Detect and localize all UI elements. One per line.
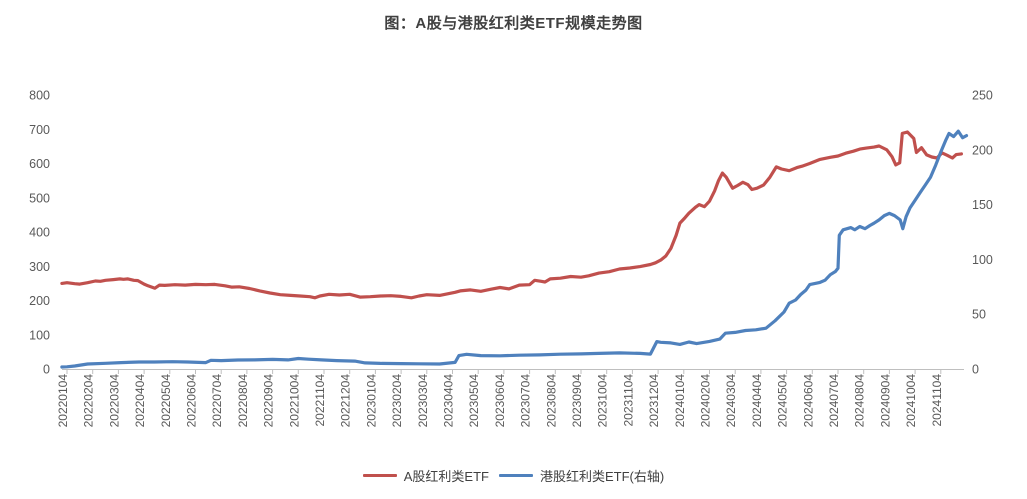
right-axis-tick-label: 250 — [972, 89, 993, 103]
left-axis-tick-label: 200 — [29, 294, 50, 308]
x-axis-tick-label: 20240904 — [878, 374, 892, 428]
right-axis-tick-label: 50 — [972, 308, 986, 322]
x-axis-tick-label: 20240804 — [853, 374, 867, 428]
right-axis-tick-label: 150 — [972, 198, 993, 212]
right-axis-tick-label: 200 — [972, 143, 993, 157]
x-axis-tick-label: 20240104 — [673, 374, 687, 428]
x-axis-tick-label: 20230104 — [364, 374, 378, 428]
x-axis-tick-label: 20240204 — [699, 374, 713, 428]
left-axis-tick-label: 100 — [29, 328, 50, 342]
right-axis-tick-label: 0 — [972, 363, 979, 377]
x-axis-tick-label: 20221104 — [313, 374, 327, 427]
chart-legend: A股红利类ETF 港股红利类ETF(右轴) — [0, 466, 1027, 485]
x-axis-tick-label: 20240404 — [750, 374, 764, 428]
x-axis-tick-label: 20221204 — [339, 374, 353, 428]
right-axis-tick-label: 100 — [972, 253, 993, 267]
blue-line-swatch — [499, 474, 533, 477]
line-chart-plot: 0 100 200 300 400 500 600 700 800 0 50 100 150 200 250… — [29, 89, 993, 428]
x-axis-tick-label: 20241104 — [930, 374, 944, 427]
x-axis-tick-label: 20240504 — [776, 374, 790, 428]
hk-etf-line — [60, 129, 969, 369]
left-axis-tick-label: 400 — [29, 226, 50, 240]
legend-item-a-share: A股红利类ETF — [362, 466, 489, 485]
left-axis-tick-label: 800 — [29, 89, 50, 103]
x-axis-tick-label: 20231104 — [621, 374, 635, 427]
x-axis-tick-label: 20220704 — [210, 374, 224, 428]
x-axis-tick-label: 20230504 — [467, 374, 481, 428]
left-axis-tick-label: 500 — [29, 191, 50, 205]
x-axis-tick-label: 20230204 — [390, 374, 404, 428]
x-axis-tick-label: 20220904 — [262, 374, 276, 428]
x-axis-tick-label: 20220304 — [107, 374, 121, 428]
x-axis-tick-label: 20230604 — [493, 374, 507, 428]
chart-title: 图：A股与港股红利类ETF规模走势图 — [384, 15, 643, 32]
x-axis-tick-label: 20241004 — [904, 374, 918, 428]
x-axis-tick-label: 20230904 — [570, 374, 584, 428]
x-axis-tick-label: 20221004 — [287, 374, 301, 428]
legend-item-hk: 港股红利类ETF(右轴) — [499, 466, 664, 485]
x-axis-tick-label: 20230704 — [519, 374, 533, 428]
red-line-swatch — [362, 474, 397, 477]
x-axis-tick-label: 20230404 — [442, 374, 456, 428]
a-share-etf-line — [60, 130, 964, 300]
x-axis-tick-label: 20220104 — [56, 374, 70, 428]
x-axis-tick-label: 20230304 — [416, 374, 430, 428]
x-axis-tick-label: 20240704 — [827, 374, 841, 428]
left-axis-tick-label: 300 — [29, 260, 50, 274]
x-axis-tick-label: 20220204 — [82, 374, 96, 428]
legend-label-hk: 港股红利类ETF(右轴) — [540, 469, 665, 484]
x-axis-tick-label: 20231004 — [596, 374, 610, 428]
x-axis-tick-label: 20220404 — [133, 374, 147, 428]
x-axis-tick-label: 20220504 — [159, 374, 173, 428]
legend-label-a-share: A股红利类ETF — [403, 469, 489, 484]
x-axis-tick-label: 20220804 — [236, 374, 250, 428]
left-axis-tick-label: 600 — [29, 157, 50, 171]
x-axis-tick-label: 20240304 — [724, 374, 738, 428]
x-axis-tick-label: 20220604 — [185, 374, 199, 428]
x-axis-tick-label: 20231204 — [647, 374, 661, 428]
left-axis-tick-label: 700 — [29, 123, 50, 137]
left-axis-tick-label: 0 — [43, 363, 50, 377]
x-axis-tick-label: 20230804 — [544, 374, 558, 428]
x-axis-tick-label: 20240604 — [801, 374, 815, 428]
